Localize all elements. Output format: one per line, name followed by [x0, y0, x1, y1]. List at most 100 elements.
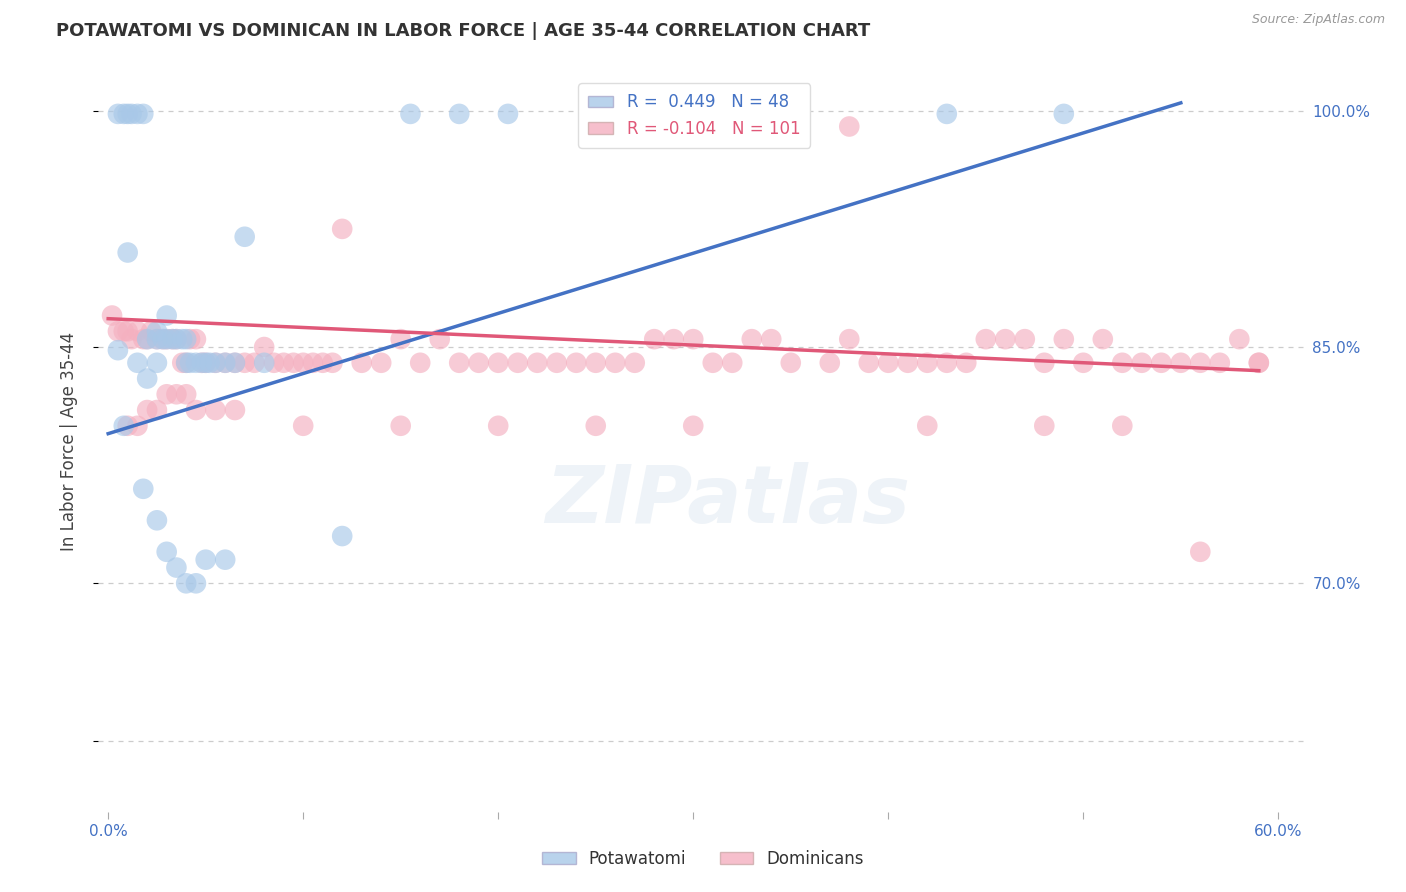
Point [162, 332, 184, 346]
Point [389, 332, 412, 346]
Point [224, 403, 246, 417]
Point [172, 332, 194, 346]
Point [214, 552, 236, 566]
Point [136, 403, 159, 417]
Point [156, 545, 179, 559]
Point [152, 332, 174, 346]
Point [191, 356, 214, 370]
Point [467, 356, 489, 370]
Point [156, 309, 179, 323]
Point [818, 356, 841, 370]
Point [974, 332, 997, 346]
Point [486, 356, 509, 370]
Point [389, 418, 412, 433]
Point [917, 356, 939, 370]
Point [486, 418, 509, 433]
Point [1170, 356, 1192, 370]
Point [136, 332, 159, 346]
Point [526, 356, 548, 370]
Point [1071, 356, 1094, 370]
Point [399, 107, 422, 121]
Point [1053, 107, 1076, 121]
Point [132, 482, 155, 496]
Point [330, 529, 353, 543]
Point [127, 418, 149, 433]
Point [1247, 356, 1270, 370]
Point [429, 332, 451, 346]
Point [546, 356, 568, 370]
Point [243, 356, 266, 370]
Point [224, 356, 246, 370]
Text: Source: ZipAtlas.com: Source: ZipAtlas.com [1251, 13, 1385, 27]
Point [174, 356, 197, 370]
Point [184, 356, 207, 370]
Point [204, 356, 226, 370]
Point [721, 356, 744, 370]
Point [194, 552, 217, 566]
Point [117, 324, 139, 338]
Point [585, 418, 607, 433]
Point [204, 403, 226, 417]
Point [165, 332, 187, 346]
Point [184, 576, 207, 591]
Point [156, 332, 179, 346]
Point [146, 403, 169, 417]
Point [302, 356, 325, 370]
Point [858, 356, 880, 370]
Point [741, 332, 763, 346]
Point [194, 356, 217, 370]
Point [127, 324, 149, 338]
Point [179, 356, 201, 370]
Point [156, 387, 179, 401]
Point [1150, 356, 1173, 370]
Point [204, 356, 226, 370]
Point [146, 332, 169, 346]
Point [682, 332, 704, 346]
Point [994, 332, 1017, 346]
Point [165, 332, 187, 346]
Point [224, 356, 246, 370]
Point [112, 418, 135, 433]
Point [146, 356, 169, 370]
Point [1053, 332, 1076, 346]
Point [174, 576, 197, 591]
Point [146, 332, 169, 346]
Point [194, 356, 217, 370]
Point [1189, 545, 1212, 559]
Point [184, 403, 207, 417]
Point [127, 356, 149, 370]
Point [174, 332, 197, 346]
Point [253, 356, 276, 370]
Text: ZIPatlas: ZIPatlas [544, 462, 910, 540]
Point [935, 107, 957, 121]
Point [139, 324, 162, 338]
Point [179, 332, 201, 346]
Point [253, 340, 276, 354]
Point [643, 332, 665, 346]
Point [172, 356, 194, 370]
Point [312, 356, 335, 370]
Point [623, 356, 645, 370]
Point [506, 356, 529, 370]
Point [101, 309, 124, 323]
Point [107, 343, 129, 358]
Point [662, 332, 685, 346]
Point [184, 332, 207, 346]
Point [955, 356, 977, 370]
Legend: Potawatomi, Dominicans: Potawatomi, Dominicans [536, 844, 870, 875]
Point [449, 107, 471, 121]
Point [174, 387, 197, 401]
Point [1091, 332, 1114, 346]
Point [761, 332, 783, 346]
Point [1209, 356, 1232, 370]
Point [174, 356, 197, 370]
Text: POTAWATOMI VS DOMINICAN IN LABOR FORCE | AGE 35-44 CORRELATION CHART: POTAWATOMI VS DOMINICAN IN LABOR FORCE |… [56, 22, 870, 40]
Point [198, 356, 221, 370]
Point [107, 324, 129, 338]
Point [702, 356, 724, 370]
Point [565, 356, 588, 370]
Point [1189, 356, 1212, 370]
Point [233, 356, 256, 370]
Point [146, 513, 169, 527]
Point [117, 418, 139, 433]
